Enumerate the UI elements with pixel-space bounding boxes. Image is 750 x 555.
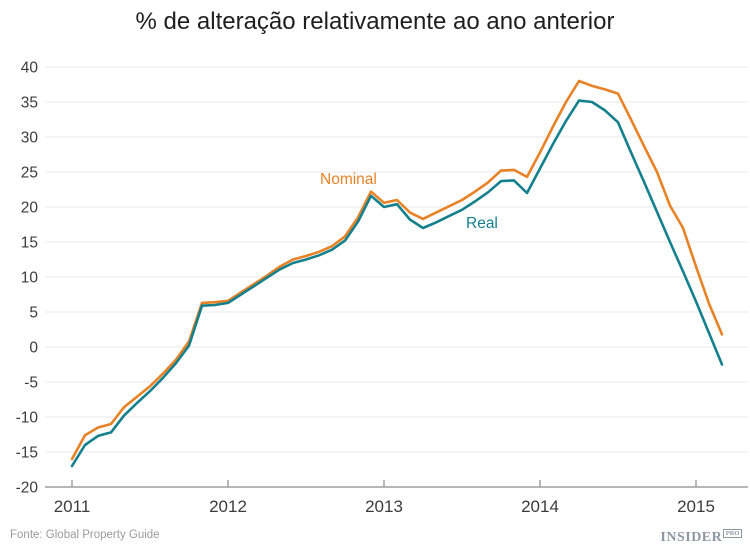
x-tick-label: 2015 [677,497,715,516]
x-tick-label: 2012 [209,497,247,516]
y-tick-label: 40 [21,60,39,77]
series-line-nominal [70,79,724,461]
series-label-nominal: Nominal [320,171,377,188]
y-tick-label: 25 [21,165,38,182]
y-tick-label: 20 [21,200,39,217]
y-tick-label: 35 [21,95,38,112]
y-tick-label: 15 [21,235,38,252]
y-tick-label: -10 [16,410,39,427]
x-tick-label: 2011 [54,497,91,516]
x-tick-label: 2014 [521,497,559,516]
brand-suffix-badge: PRO [723,529,742,538]
y-tick-label: 10 [21,270,39,287]
y-tick-label: 5 [29,305,38,322]
brand-name: INSIDER [660,530,723,545]
y-tick-label: -5 [24,375,38,392]
source-credit: Fonte: Global Property Guide [10,529,160,541]
series-label-real: Real [466,215,498,232]
y-tick-label: 30 [21,130,39,147]
insider-pro-logo: INSIDER PRO [660,528,742,546]
x-tick-label: 2013 [365,497,403,516]
series-line-real [70,99,724,468]
y-tick-label: -15 [16,445,38,462]
y-tick-label: -20 [16,480,39,497]
chart-title: % de alteração relativamente ao ano ante… [135,8,615,35]
y-tick-label: 0 [29,340,38,357]
